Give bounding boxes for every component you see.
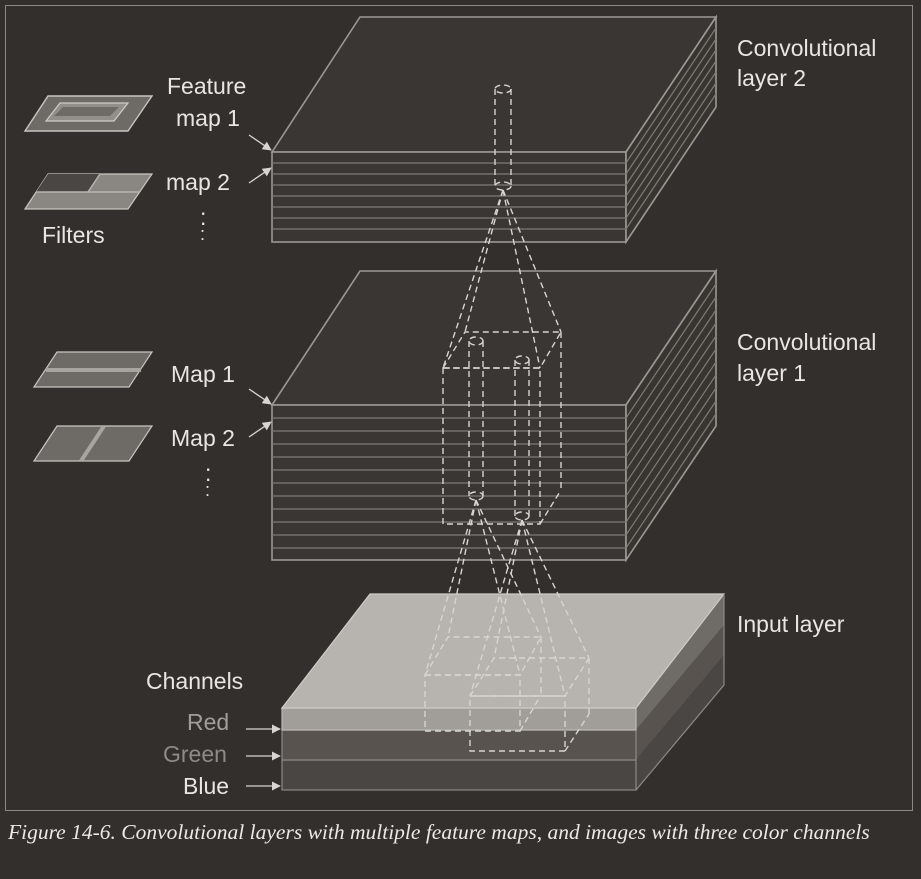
feature-label: Feature xyxy=(167,73,246,99)
map-filter-icon-1 xyxy=(32,351,154,388)
red-channel-label: Red xyxy=(187,709,229,735)
conv-layer-2-label-line2: layer 2 xyxy=(737,65,806,91)
feature-map-1-label: map 1 xyxy=(176,105,240,131)
feature-map-2-label: map 2 xyxy=(166,169,230,195)
map-1-label: Map 1 xyxy=(171,361,235,387)
arrow-feature-map-2 xyxy=(248,167,272,184)
map-filter-icon-2 xyxy=(32,424,154,463)
arrow-map-2 xyxy=(248,421,272,438)
channels-label: Channels xyxy=(146,668,243,694)
map-ellipsis: : xyxy=(205,460,211,486)
figure-caption: Figure 14-6. Convolutional layers with m… xyxy=(8,820,870,844)
feature-ellipsis: : xyxy=(200,204,206,230)
feature-ellipsis-lower: : xyxy=(200,224,205,244)
blue-channel-label: Blue xyxy=(183,773,229,799)
map-2-label: Map 2 xyxy=(171,425,235,451)
conv-layer-1-label-line1: Convolutional xyxy=(737,329,876,355)
conv-layer-1-block xyxy=(270,268,718,563)
green-channel-label: Green xyxy=(163,741,227,767)
conv-layer-2-block xyxy=(270,14,718,245)
diagram: Convolutional layer 2 Convolutional laye… xyxy=(23,14,876,799)
arrow-map-1 xyxy=(248,388,272,405)
receptive-field-lines xyxy=(423,84,591,752)
input-layer-block xyxy=(280,593,726,791)
figure-frame xyxy=(5,5,913,811)
arrow-feature-map-1 xyxy=(248,134,272,151)
conv-layer-1-label-line2: layer 1 xyxy=(737,360,806,386)
feature-filter-icon-2 xyxy=(23,173,154,210)
map-ellipsis-lower: : xyxy=(205,480,210,500)
input-layer-label: Input layer xyxy=(737,611,845,637)
feature-filter-icon-1 xyxy=(23,95,154,132)
conv-layer-2-label-line1: Convolutional xyxy=(737,35,876,61)
filters-label: Filters xyxy=(42,222,105,248)
